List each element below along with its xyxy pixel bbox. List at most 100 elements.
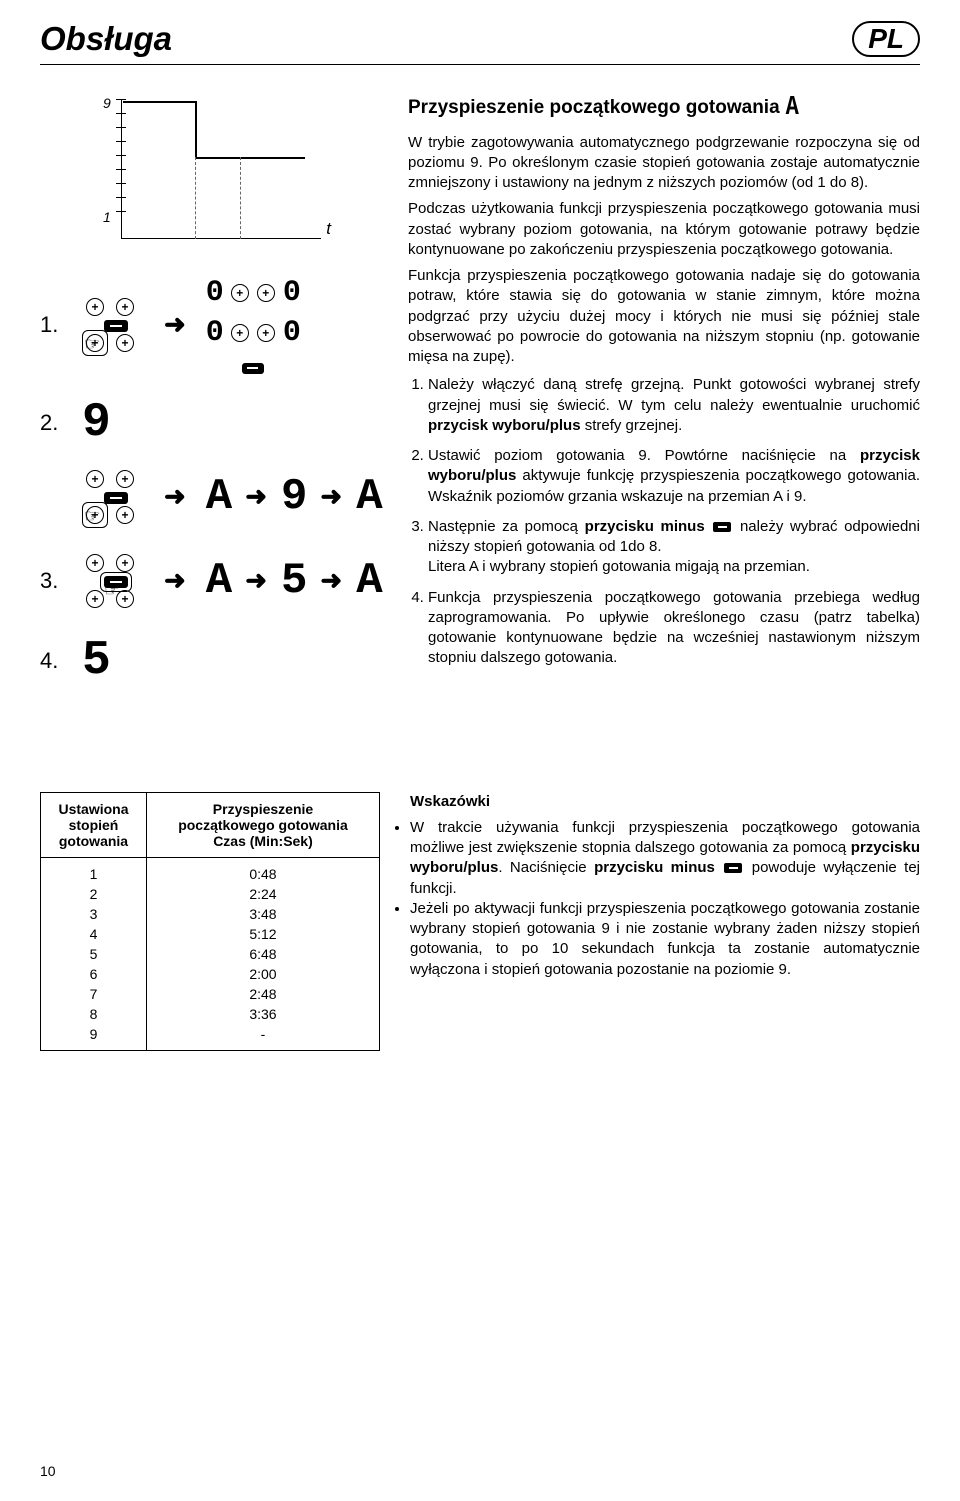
control-panel-icon: + + + + ☞ — [82, 550, 144, 612]
step-1: 1. + + + + ☞ ➜ 0 + + 0 0 + + 0 — [40, 276, 390, 374]
list-item: Następnie za pomocą przycisku minus nale… — [428, 517, 920, 578]
intro-paragraph: Funkcja przyspieszenia początkowego goto… — [408, 266, 920, 367]
plus-icon: + — [257, 324, 275, 342]
plus-icon: + — [257, 284, 275, 302]
arrow-icon: ➜ — [245, 565, 267, 596]
axis-label-t: t — [326, 219, 331, 239]
chart-line — [123, 101, 195, 103]
y-tick — [116, 113, 126, 114]
heading-seg-A: A — [786, 90, 799, 126]
axis-label-9: 9 — [103, 95, 111, 111]
hand-pointer-icon: ☞ — [84, 506, 100, 527]
list-item: W trakcie używania funkcji przyspieszeni… — [410, 818, 920, 899]
table-row: 45:12 — [41, 924, 380, 944]
intro-paragraph: W trybie zagotowywania automatycznego po… — [408, 133, 920, 194]
step-4: 4. 5 — [40, 634, 390, 688]
list-item: Należy włączyć daną strefę grzejną. Punk… — [428, 375, 920, 436]
seg-digit: 5 — [82, 634, 110, 688]
tips-heading: Wskazówki — [410, 792, 920, 812]
y-tick — [116, 183, 126, 184]
seg-digit: 0 — [283, 276, 300, 310]
plus-button-icon: + — [86, 298, 104, 316]
seg-9: 9 — [281, 472, 306, 522]
step-number: 2. — [40, 410, 62, 436]
plus-button-icon: + — [116, 506, 134, 524]
minus-button-icon — [104, 320, 128, 332]
table-column: Ustawiona stopień gotowania Przyspieszen… — [40, 792, 380, 1051]
step-2b: + + + + ☞ ➜ A ➜ 9 ➜ A — [40, 466, 390, 528]
seg-5: 5 — [281, 556, 306, 606]
plus-button-icon: + — [116, 470, 134, 488]
step-3: 3. + + + + ☞ ➜ A ➜ 5 ➜ A — [40, 550, 390, 612]
seg-digit: 9 — [82, 396, 110, 450]
plus-button-icon: + — [86, 590, 104, 608]
table-header: Ustawiona stopień gotowania — [41, 792, 147, 857]
tips-list: W trakcie używania funkcji przyspieszeni… — [410, 818, 920, 980]
table-row: 9- — [41, 1024, 380, 1051]
seg-A: A — [206, 556, 231, 606]
plus-button-icon: + — [116, 334, 134, 352]
table-row: 10:48 — [41, 857, 380, 884]
heading-text: Przyspieszenie początkowego gotowania — [408, 95, 780, 121]
chart-line — [195, 101, 197, 157]
step-2: 2. 9 — [40, 396, 390, 450]
plus-icon: + — [231, 324, 249, 342]
step-number: 4. — [40, 648, 62, 674]
step-number: 1. — [40, 312, 62, 338]
seg-digit: 0 — [206, 276, 223, 310]
minus-icon — [713, 522, 731, 532]
plus-button-icon: + — [86, 554, 104, 572]
hand-pointer-icon: ☞ — [104, 580, 120, 601]
seg-A: A — [356, 472, 381, 522]
y-tick — [116, 127, 126, 128]
seg-digit: 0 — [283, 316, 300, 350]
table-row: 83:36 — [41, 1004, 380, 1024]
y-tick — [116, 169, 126, 170]
arrow-icon: ➜ — [164, 481, 186, 512]
page-number: 10 — [40, 1463, 56, 1479]
cooking-time-table: Ustawiona stopień gotowania Przyspieszen… — [40, 792, 380, 1051]
chart-line — [195, 157, 305, 159]
x-axis — [121, 238, 321, 239]
list-item: Jeżeli po aktywacji funkcji przyspieszen… — [410, 899, 920, 980]
control-panel-icon: + + + + ☞ — [82, 466, 144, 528]
step-number: 3. — [40, 568, 62, 594]
intro-paragraph: Podczas użytkowania funkcji przyspieszen… — [408, 199, 920, 260]
table-row: 33:48 — [41, 904, 380, 924]
seg-A: A — [206, 472, 231, 522]
arrow-icon: ➜ — [320, 565, 342, 596]
main-content: 9 1 t 1. + + + — [40, 93, 920, 710]
tips-column: Wskazówki W trakcie używania funkcji prz… — [410, 792, 920, 1051]
lower-section: Ustawiona stopień gotowania Przyspieszen… — [40, 792, 920, 1051]
chart-dash — [195, 157, 196, 239]
hand-pointer-icon: ☞ — [84, 334, 100, 355]
plus-button-icon: + — [116, 554, 134, 572]
seq-display: A ➜ 9 ➜ A — [206, 472, 382, 522]
arrow-icon: ➜ — [164, 309, 186, 340]
seq-display: A ➜ 5 ➜ A — [206, 556, 382, 606]
arrow-icon: ➜ — [164, 565, 186, 596]
table-header: Przyspieszenie początkowego gotowania Cz… — [146, 792, 379, 857]
power-step-chart: 9 1 t — [95, 99, 335, 254]
arrow-icon: ➜ — [245, 481, 267, 512]
locale-badge: PL — [852, 21, 920, 57]
y-tick — [116, 141, 126, 142]
instruction-list: Należy włączyć daną strefę grzejną. Punk… — [408, 375, 920, 668]
minus-icon — [724, 863, 742, 873]
plus-button-icon: + — [86, 470, 104, 488]
table-row: 56:48 — [41, 944, 380, 964]
minus-icon — [242, 363, 264, 374]
control-panel-icon: + + + + ☞ — [82, 294, 144, 356]
table-row: 22:24 — [41, 884, 380, 904]
table-row: 62:00 — [41, 964, 380, 984]
page-header: Obsługa PL — [40, 20, 920, 65]
seg-digit: 0 — [206, 316, 223, 350]
section-heading: Przyspieszenie początkowego gotowania A — [408, 93, 920, 123]
y-tick — [116, 155, 126, 156]
list-item: Ustawić poziom gotowania 9. Powtórne nac… — [428, 446, 920, 507]
y-tick — [116, 99, 126, 100]
diagram-column: 9 1 t 1. + + + — [40, 93, 390, 710]
chart-dash — [240, 157, 241, 239]
plus-button-icon: + — [116, 298, 134, 316]
arrow-icon: ➜ — [320, 481, 342, 512]
